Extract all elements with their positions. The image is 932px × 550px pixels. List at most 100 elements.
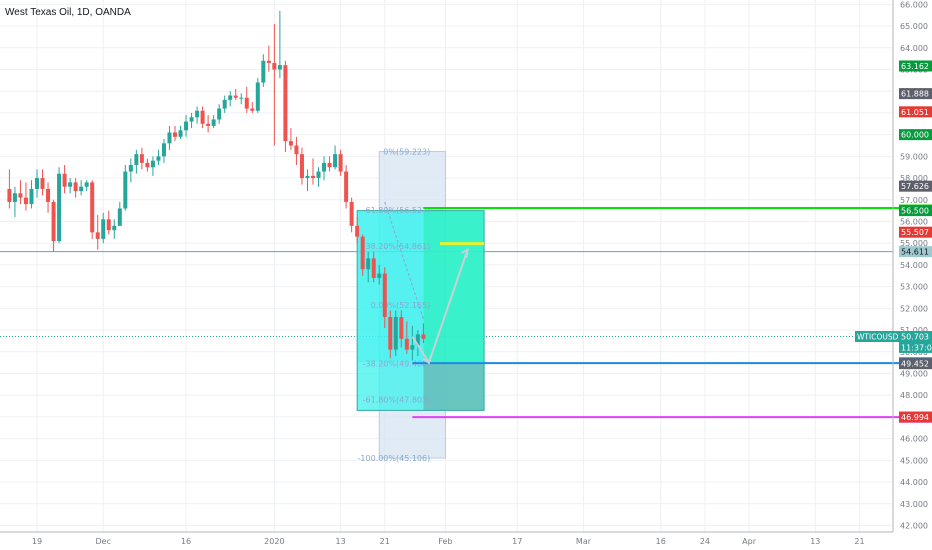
candle-body xyxy=(12,193,17,202)
candle-body xyxy=(117,208,122,226)
symbol-label-bg xyxy=(855,331,899,343)
candle-body xyxy=(388,317,393,350)
candle-body xyxy=(150,160,155,168)
candle-body xyxy=(167,132,172,144)
candle-body xyxy=(338,154,343,172)
candle-body xyxy=(57,173,62,242)
price-label-bg xyxy=(899,106,932,118)
candle-body xyxy=(62,173,67,187)
profit-zone-ext xyxy=(423,210,485,363)
candle-body xyxy=(305,175,310,179)
candle-body xyxy=(255,82,260,111)
candle-body xyxy=(333,154,338,168)
price-label: 55.507 xyxy=(901,228,929,237)
candle-body xyxy=(23,197,28,205)
candle-body xyxy=(299,154,304,179)
time-tick-label: 13 xyxy=(810,537,820,546)
fib-level-label: -61.80%(47.803) xyxy=(363,395,431,404)
candle-body xyxy=(112,225,117,231)
time-tick-label: Mar xyxy=(576,537,592,546)
candle-body xyxy=(73,182,78,192)
fib-level-label: 0.00%(52.165) xyxy=(371,301,431,310)
price-label-bg xyxy=(899,88,932,100)
candle-body xyxy=(322,162,327,172)
candle-body xyxy=(410,345,415,350)
candle-body xyxy=(244,97,249,109)
price-tick-label: 45.000 xyxy=(900,456,928,465)
candle-body xyxy=(206,123,211,126)
stop-zone-ext xyxy=(423,362,485,411)
price-label-bg xyxy=(899,341,932,353)
forecast-arrow-head xyxy=(461,247,469,258)
candle-body xyxy=(228,95,233,100)
price-tick-label: 57.000 xyxy=(900,196,928,205)
candle-body xyxy=(95,232,100,239)
price-tick-label: 59.000 xyxy=(900,152,928,161)
candle-body xyxy=(393,317,398,350)
time-tick-label: 17 xyxy=(512,537,522,546)
price-label: 49.452 xyxy=(901,360,929,369)
candle-body xyxy=(415,334,420,346)
price-label-bg xyxy=(899,60,932,72)
candle-body xyxy=(311,175,315,179)
price-label: 61.888 xyxy=(901,90,929,99)
price-label-bg xyxy=(899,129,932,141)
price-tick-label: 48.000 xyxy=(900,391,928,400)
fib-level-label: 61.80%(56.527) xyxy=(365,206,430,215)
price-label: 11:37:04 xyxy=(901,343,932,352)
candle-body xyxy=(288,141,293,146)
price-label: 46.994 xyxy=(901,413,929,422)
time-tick-label: 16 xyxy=(181,537,191,546)
candle-body xyxy=(217,108,222,120)
candle-body xyxy=(277,65,282,70)
candle-body xyxy=(51,201,56,242)
candle-body xyxy=(382,273,387,318)
candle-body xyxy=(404,338,409,350)
price-tick-label: 43.000 xyxy=(900,500,928,509)
time-tick-label: 19 xyxy=(32,537,42,546)
price-label: 57.626 xyxy=(901,182,929,191)
candle-body xyxy=(134,154,139,166)
candle-body xyxy=(371,258,376,278)
candle-body xyxy=(35,178,39,189)
price-label: 54.611 xyxy=(901,248,929,257)
candle-body xyxy=(366,258,371,270)
candle-body xyxy=(84,182,89,187)
candle-body xyxy=(178,130,183,137)
price-tick-label: 52.000 xyxy=(900,304,928,313)
candle-body xyxy=(123,171,128,209)
time-tick-label: Apr xyxy=(742,537,757,546)
candle-body xyxy=(211,119,216,126)
fib-level-label: 38.20%(54.861) xyxy=(365,242,430,251)
candle-body xyxy=(327,162,332,168)
price-label: 63.162 xyxy=(901,62,929,71)
stop-zone xyxy=(357,362,424,411)
candle-body xyxy=(18,193,23,198)
price-tick-label: 42.000 xyxy=(900,521,928,530)
candle-body xyxy=(222,99,227,109)
time-tick-label: 13 xyxy=(336,537,346,546)
candle-body xyxy=(173,132,177,137)
candle-body xyxy=(189,117,194,122)
price-tick-label: 55.000 xyxy=(900,239,928,248)
candle-body xyxy=(90,182,95,233)
candle-body xyxy=(344,171,349,202)
candle-body xyxy=(377,273,382,278)
price-tick-label: 66.000 xyxy=(900,0,928,9)
time-tick-label: 16 xyxy=(656,537,666,546)
candle-body xyxy=(355,225,360,237)
price-tick-label: 51.000 xyxy=(900,326,928,335)
time-tick-label: 21 xyxy=(854,537,864,546)
candle-body xyxy=(250,108,255,111)
price-tick-label: 46.000 xyxy=(900,435,928,444)
candle-body xyxy=(360,236,365,270)
candle-body xyxy=(7,188,12,202)
time-tick-label: 24 xyxy=(700,537,710,546)
position-box-outline xyxy=(356,210,485,411)
price-tick-label: 44.000 xyxy=(900,478,928,487)
candle-body xyxy=(233,95,238,98)
candle-body xyxy=(349,201,354,226)
candle-body xyxy=(68,182,73,187)
price-label-bg xyxy=(899,411,932,423)
